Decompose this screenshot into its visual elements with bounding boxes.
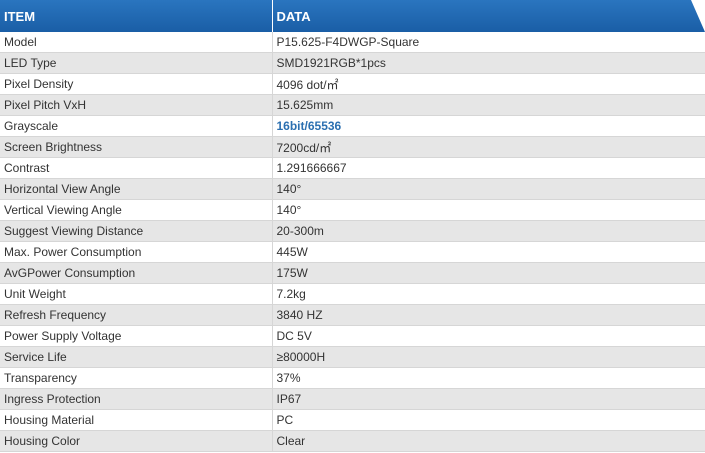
row-item: Model (0, 32, 272, 53)
table-row: Vertical Viewing Angle 140° (0, 199, 705, 221)
table-row: Contrast 1.291666667 (0, 157, 705, 179)
row-item: LED Type (0, 52, 272, 74)
row-data: 3840 HZ (271, 304, 705, 326)
row-data: 7.2kg (271, 283, 705, 305)
row-item: AvGPower Consumption (0, 262, 272, 284)
row-data: 175W (271, 262, 705, 284)
row-data: 445W (271, 241, 705, 263)
table-row: Pixel Pitch VxH 15.625mm (0, 94, 705, 116)
table-row: Horizontal View Angle 140° (0, 178, 705, 200)
row-item: Refresh Frequency (0, 304, 272, 326)
table-row: AvGPower Consumption 175W (0, 262, 705, 284)
row-item: Contrast (0, 157, 272, 179)
row-item: Housing Material (0, 409, 272, 431)
table-row: Grayscale 16bit/65536 (0, 115, 705, 137)
table-row: LED Type SMD1921RGB*1pcs (0, 52, 705, 74)
row-data: Clear (271, 430, 705, 452)
row-data: 140° (271, 178, 705, 200)
table-row: Unit Weight 7.2kg (0, 283, 705, 305)
header-item: ITEM (0, 0, 272, 32)
row-item: Pixel Pitch VxH (0, 94, 272, 116)
row-item: Suggest Viewing Distance (0, 220, 272, 242)
row-item: Screen Brightness (0, 136, 272, 158)
table-row: Model P15.625-F4DWGP-Square (0, 32, 705, 53)
row-item: Transparency (0, 367, 272, 389)
row-item: Pixel Density (0, 73, 272, 95)
table-row: Service Life ≥80000H (0, 346, 705, 368)
row-data: SMD1921RGB*1pcs (271, 52, 705, 74)
row-item: Horizontal View Angle (0, 178, 272, 200)
row-item: Max. Power Consumption (0, 241, 272, 263)
row-data: DC 5V (271, 325, 705, 347)
row-item: Grayscale (0, 115, 272, 137)
table-row: Max. Power Consumption 445W (0, 241, 705, 263)
row-data: 7200cd/㎡ (271, 136, 705, 158)
row-item: Vertical Viewing Angle (0, 199, 272, 221)
table-row: Screen Brightness 7200cd/㎡ (0, 136, 705, 158)
table-row: Pixel Density 4096 dot/㎡ (0, 73, 705, 95)
table-row: Housing Color Clear (0, 430, 705, 452)
row-data: 15.625mm (271, 94, 705, 116)
row-data: ≥80000H (271, 346, 705, 368)
table-row: Ingress Protection IP67 (0, 388, 705, 410)
row-item: Unit Weight (0, 283, 272, 305)
row-data: 4096 dot/㎡ (271, 73, 705, 95)
table-row: Refresh Frequency 3840 HZ (0, 304, 705, 326)
table-row: Housing Material PC (0, 409, 705, 431)
row-item: Housing Color (0, 430, 272, 452)
table-row: Transparency 37% (0, 367, 705, 389)
row-data: 37% (271, 367, 705, 389)
row-item: Power Supply Voltage (0, 325, 272, 347)
table-row: Power Supply Voltage DC 5V (0, 325, 705, 347)
row-data: PC (271, 409, 705, 431)
row-data: 16bit/65536 (271, 115, 705, 137)
row-item: Ingress Protection (0, 388, 272, 410)
row-data: P15.625-F4DWGP-Square (271, 32, 705, 53)
header-data: DATA (271, 0, 705, 32)
row-data: IP67 (271, 388, 705, 410)
row-item: Service Life (0, 346, 272, 368)
table-row: Suggest Viewing Distance 20-300m (0, 220, 705, 242)
row-data: 140° (271, 199, 705, 221)
row-data: 1.291666667 (271, 157, 705, 179)
row-data: 20-300m (271, 220, 705, 242)
table-header-row: ITEM DATA (0, 0, 705, 32)
